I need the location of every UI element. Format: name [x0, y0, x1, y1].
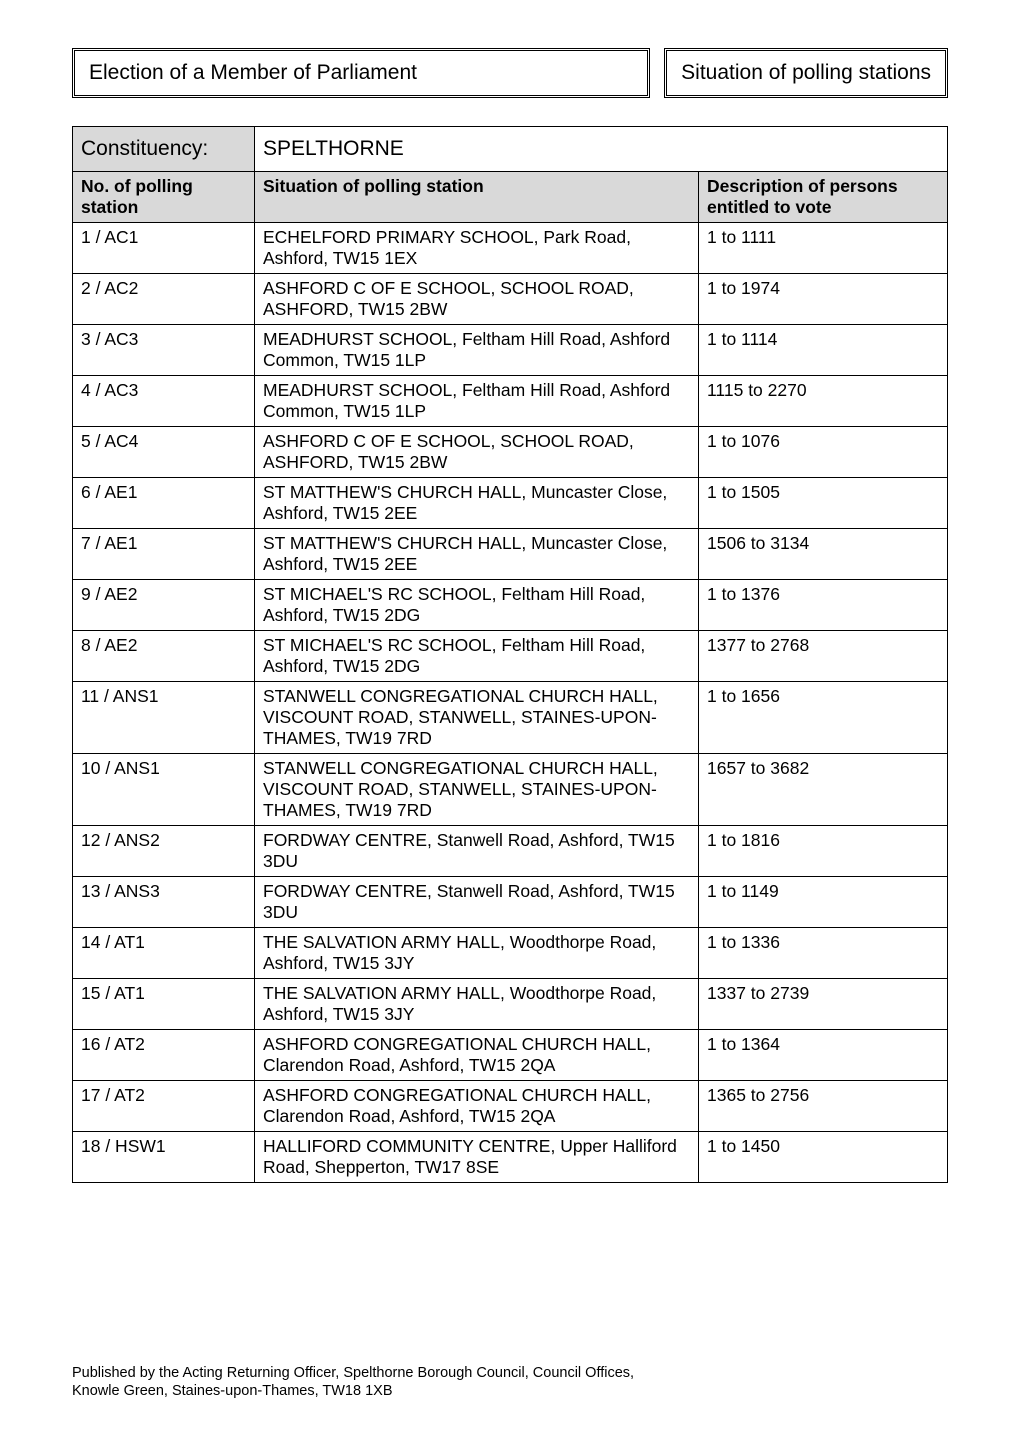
constituency-row: Constituency: SPELTHORNE	[73, 127, 948, 172]
cell-no: 10 / ANS1	[73, 754, 255, 826]
table-row: 1 / AC1ECHELFORD PRIMARY SCHOOL, Park Ro…	[73, 223, 948, 274]
cell-description: 1 to 1974	[699, 274, 948, 325]
cell-no: 17 / AT2	[73, 1081, 255, 1132]
table-row: 4 / AC3MEADHURST SCHOOL, Feltham Hill Ro…	[73, 376, 948, 427]
table-row: 6 / AE1ST MATTHEW'S CHURCH HALL, Muncast…	[73, 478, 948, 529]
cell-no: 4 / AC3	[73, 376, 255, 427]
table-row: 2 / AC2ASHFORD C OF E SCHOOL, SCHOOL ROA…	[73, 274, 948, 325]
table-row: 7 / AE1ST MATTHEW'S CHURCH HALL, Muncast…	[73, 529, 948, 580]
cell-no: 16 / AT2	[73, 1030, 255, 1081]
cell-description: 1 to 1505	[699, 478, 948, 529]
cell-situation: FORDWAY CENTRE, Stanwell Road, Ashford, …	[255, 877, 699, 928]
table-row: 8 / AE2ST MICHAEL'S RC SCHOOL, Feltham H…	[73, 631, 948, 682]
footer-line-2: Knowle Green, Staines-upon-Thames, TW18 …	[72, 1382, 634, 1400]
table-row: 16 / AT2ASHFORD CONGREGATIONAL CHURCH HA…	[73, 1030, 948, 1081]
cell-description: 1377 to 2768	[699, 631, 948, 682]
table-row: 13 / ANS3FORDWAY CENTRE, Stanwell Road, …	[73, 877, 948, 928]
table-row: 5 / AC4ASHFORD C OF E SCHOOL, SCHOOL ROA…	[73, 427, 948, 478]
cell-situation: STANWELL CONGREGATIONAL CHURCH HALL, VIS…	[255, 682, 699, 754]
title-row: Election of a Member of Parliament Situa…	[72, 48, 948, 98]
cell-situation: ST MATTHEW'S CHURCH HALL, Muncaster Clos…	[255, 478, 699, 529]
cell-description: 1 to 1450	[699, 1132, 948, 1183]
cell-situation: FORDWAY CENTRE, Stanwell Road, Ashford, …	[255, 826, 699, 877]
cell-no: 18 / HSW1	[73, 1132, 255, 1183]
cell-description: 1657 to 3682	[699, 754, 948, 826]
cell-description: 1115 to 2270	[699, 376, 948, 427]
cell-no: 7 / AE1	[73, 529, 255, 580]
table-row: 18 / HSW1HALLIFORD COMMUNITY CENTRE, Upp…	[73, 1132, 948, 1183]
cell-no: 8 / AE2	[73, 631, 255, 682]
table-row: 10 / ANS1STANWELL CONGREGATIONAL CHURCH …	[73, 754, 948, 826]
cell-situation: MEADHURST SCHOOL, Feltham Hill Road, Ash…	[255, 325, 699, 376]
cell-no: 3 / AC3	[73, 325, 255, 376]
table-header-row: No. of polling station Situation of poll…	[73, 172, 948, 223]
page: Election of a Member of Parliament Situa…	[0, 0, 1020, 1442]
table-row: 11 / ANS1STANWELL CONGREGATIONAL CHURCH …	[73, 682, 948, 754]
cell-situation: ASHFORD CONGREGATIONAL CHURCH HALL, Clar…	[255, 1030, 699, 1081]
cell-no: 12 / ANS2	[73, 826, 255, 877]
cell-description: 1365 to 2756	[699, 1081, 948, 1132]
cell-situation: MEADHURST SCHOOL, Feltham Hill Road, Ash…	[255, 376, 699, 427]
header-description: Description of persons entitled to vote	[699, 172, 948, 223]
polling-table-body: Constituency: SPELTHORNE No. of polling …	[73, 127, 948, 1183]
cell-situation: ST MICHAEL'S RC SCHOOL, Feltham Hill Roa…	[255, 631, 699, 682]
cell-situation: ASHFORD C OF E SCHOOL, SCHOOL ROAD, ASHF…	[255, 274, 699, 325]
cell-no: 6 / AE1	[73, 478, 255, 529]
title-right-box: Situation of polling stations	[664, 48, 948, 98]
cell-description: 1 to 1816	[699, 826, 948, 877]
cell-description: 1337 to 2739	[699, 979, 948, 1030]
table-row: 12 / ANS2FORDWAY CENTRE, Stanwell Road, …	[73, 826, 948, 877]
cell-description: 1 to 1656	[699, 682, 948, 754]
footer: Published by the Acting Returning Office…	[72, 1364, 634, 1400]
cell-no: 5 / AC4	[73, 427, 255, 478]
footer-line-1: Published by the Acting Returning Office…	[72, 1364, 634, 1382]
cell-situation: HALLIFORD COMMUNITY CENTRE, Upper Hallif…	[255, 1132, 699, 1183]
cell-situation: ASHFORD C OF E SCHOOL, SCHOOL ROAD, ASHF…	[255, 427, 699, 478]
cell-no: 9 / AE2	[73, 580, 255, 631]
constituency-label: Constituency:	[73, 127, 255, 172]
header-situation: Situation of polling station	[255, 172, 699, 223]
table-row: 3 / AC3MEADHURST SCHOOL, Feltham Hill Ro…	[73, 325, 948, 376]
table-row: 17 / AT2ASHFORD CONGREGATIONAL CHURCH HA…	[73, 1081, 948, 1132]
cell-description: 1 to 1376	[699, 580, 948, 631]
cell-description: 1 to 1149	[699, 877, 948, 928]
cell-situation: THE SALVATION ARMY HALL, Woodthorpe Road…	[255, 979, 699, 1030]
cell-description: 1 to 1364	[699, 1030, 948, 1081]
cell-description: 1 to 1114	[699, 325, 948, 376]
header-no: No. of polling station	[73, 172, 255, 223]
cell-situation: THE SALVATION ARMY HALL, Woodthorpe Road…	[255, 928, 699, 979]
cell-situation: ST MATTHEW'S CHURCH HALL, Muncaster Clos…	[255, 529, 699, 580]
cell-no: 15 / AT1	[73, 979, 255, 1030]
table-row: 15 / AT1THE SALVATION ARMY HALL, Woodtho…	[73, 979, 948, 1030]
cell-description: 1 to 1076	[699, 427, 948, 478]
cell-situation: ASHFORD CONGREGATIONAL CHURCH HALL, Clar…	[255, 1081, 699, 1132]
cell-description: 1 to 1336	[699, 928, 948, 979]
cell-description: 1 to 1111	[699, 223, 948, 274]
cell-situation: ST MICHAEL'S RC SCHOOL, Feltham Hill Roa…	[255, 580, 699, 631]
cell-no: 1 / AC1	[73, 223, 255, 274]
cell-situation: ECHELFORD PRIMARY SCHOOL, Park Road, Ash…	[255, 223, 699, 274]
cell-no: 2 / AC2	[73, 274, 255, 325]
cell-no: 11 / ANS1	[73, 682, 255, 754]
constituency-value: SPELTHORNE	[255, 127, 948, 172]
polling-table: Constituency: SPELTHORNE No. of polling …	[72, 126, 948, 1183]
table-row: 9 / AE2ST MICHAEL'S RC SCHOOL, Feltham H…	[73, 580, 948, 631]
cell-description: 1506 to 3134	[699, 529, 948, 580]
cell-situation: STANWELL CONGREGATIONAL CHURCH HALL, VIS…	[255, 754, 699, 826]
cell-no: 14 / AT1	[73, 928, 255, 979]
cell-no: 13 / ANS3	[73, 877, 255, 928]
title-left-box: Election of a Member of Parliament	[72, 48, 650, 98]
table-row: 14 / AT1THE SALVATION ARMY HALL, Woodtho…	[73, 928, 948, 979]
